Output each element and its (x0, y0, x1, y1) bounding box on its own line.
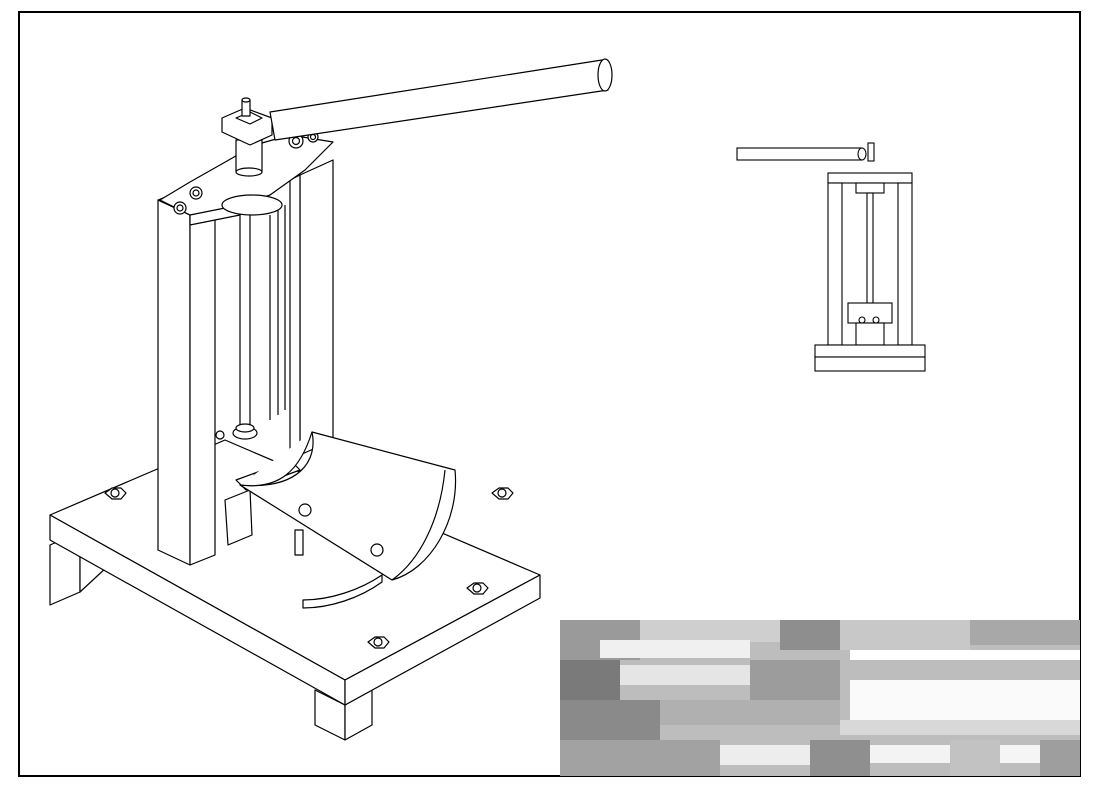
pivot-arc (294, 529, 383, 609)
front-column-left (827, 182, 843, 346)
title-block (560, 620, 1080, 776)
screw-boss (235, 139, 263, 177)
column-right (289, 159, 334, 461)
front-bolt-left (858, 316, 866, 324)
base-nut-3 (367, 636, 390, 649)
front-base (814, 356, 926, 372)
isometric-view (49, 58, 613, 741)
front-view (736, 142, 926, 372)
base-nut-2 (466, 582, 489, 595)
front-bolt-right (872, 316, 880, 324)
foot-right (314, 689, 373, 741)
front-base-top (814, 344, 926, 358)
front-slider (847, 302, 893, 324)
half-pipe-cradle (239, 431, 457, 581)
front-head (855, 322, 885, 346)
column-left (157, 189, 216, 566)
sheet-border (18, 11, 1081, 777)
base-nut-4 (491, 487, 514, 500)
lever-handle (269, 58, 613, 141)
guide-rods (269, 205, 286, 420)
handle-block (221, 97, 273, 146)
front-collar (855, 182, 885, 194)
base-nut-1 (104, 487, 127, 500)
front-top-plate (827, 172, 913, 184)
front-handle (736, 142, 875, 162)
lead-screw (232, 209, 258, 440)
front-column-right (897, 182, 913, 346)
screw-collar (221, 194, 283, 216)
front-screw (866, 192, 874, 304)
